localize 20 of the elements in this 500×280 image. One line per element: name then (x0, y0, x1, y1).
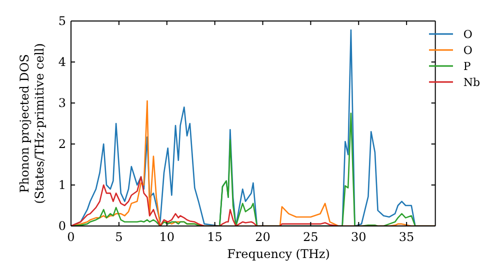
y-tick-label: 0 (58, 219, 66, 233)
x-tick-label: 15 (207, 230, 222, 244)
y-tick-label: 3 (58, 96, 66, 110)
legend-label: Nb (463, 76, 480, 88)
legend-label: P (463, 60, 471, 72)
x-tick-label: 30 (350, 230, 366, 244)
y-axis-title: Phonon projected DOS (States/THz·primitive cell) (18, 43, 46, 204)
legend-label: O (463, 28, 472, 40)
legend-label: O (463, 44, 472, 56)
x-tick-label: 10 (159, 230, 175, 244)
x-tick-label: 0 (67, 230, 75, 244)
y-tick-label: 2 (58, 137, 66, 151)
x-tick-label: 5 (115, 230, 123, 244)
x-tick-label: 25 (303, 230, 318, 244)
x-tick-label: 20 (255, 230, 270, 244)
x-tick-label: 35 (398, 230, 414, 244)
y-tick-label: 5 (58, 14, 66, 28)
y-tick-label: 1 (58, 178, 66, 192)
y-tick-label: 4 (58, 55, 66, 69)
x-axis-title: Frequency (THz) (226, 247, 331, 261)
